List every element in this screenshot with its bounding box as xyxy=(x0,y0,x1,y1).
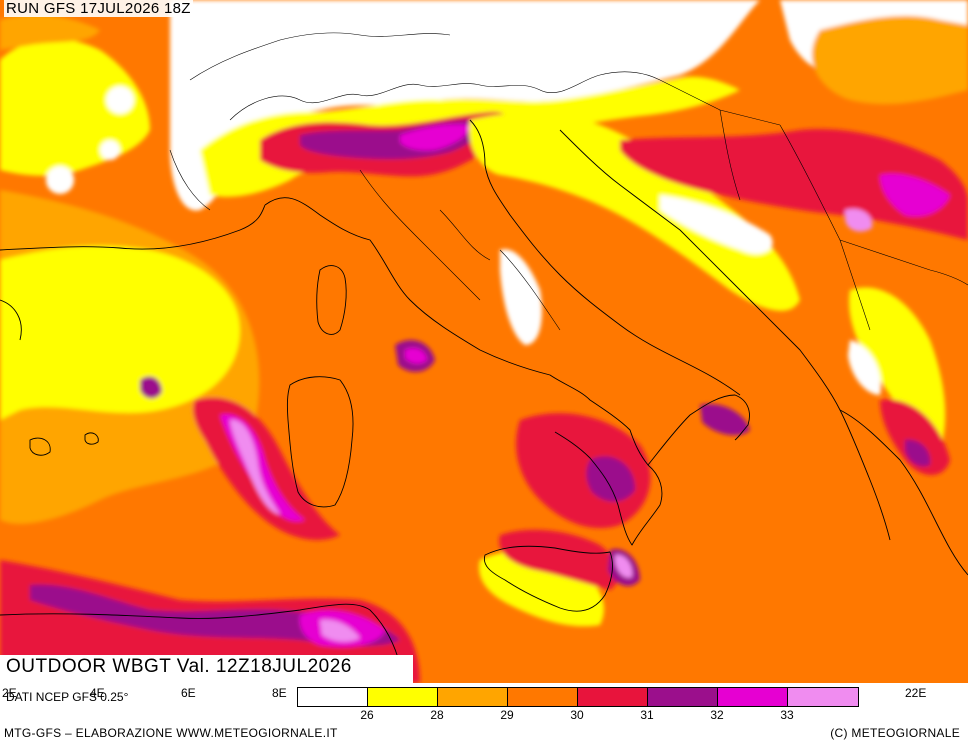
border-west xyxy=(169,149,211,211)
legend-swatch xyxy=(298,688,368,706)
legend-label: 31 xyxy=(640,708,654,722)
legend-swatch xyxy=(508,688,578,706)
legend-swatch xyxy=(788,688,858,706)
legend-swatch xyxy=(438,688,508,706)
wbgt-field-magenta-alps xyxy=(400,124,470,151)
legend-label: 26 xyxy=(360,708,374,722)
border-north xyxy=(189,32,451,81)
coastline-small-island xyxy=(84,432,99,445)
border-balkans-4 xyxy=(839,239,968,286)
run-label: RUN GFS 17JUL2026 18Z xyxy=(4,0,193,17)
wbgt-field-red-balkans xyxy=(620,129,968,240)
legend-swatch xyxy=(368,688,438,706)
coastline-balearic xyxy=(29,437,51,456)
map-title: OUTDOOR WBGT Val. 12Z18JUL2026 xyxy=(6,656,352,677)
legend-label: 29 xyxy=(500,708,514,722)
wbgt-field-yellow-adriatic xyxy=(469,113,800,311)
wbgt-field-purple-tyrrhenian xyxy=(586,456,635,502)
coastlines xyxy=(0,119,968,683)
legend-label: 28 xyxy=(430,708,444,722)
legend-label: 30 xyxy=(570,708,584,722)
coastline-greece xyxy=(839,409,968,576)
border-balkans-3 xyxy=(719,109,741,201)
wbgt-field-yellow-west xyxy=(0,245,240,420)
wbgt-field-red-greece xyxy=(880,399,950,475)
footer-credit: MTG-GFS – ELABORAZIONE WWW.METEOGIORNALE… xyxy=(4,726,338,740)
wbgt-field-pink-africa xyxy=(320,619,360,642)
wbgt-field-red-sicily xyxy=(499,529,619,590)
wbgt-field-white-adriatic xyxy=(660,195,773,255)
wbgt-field-magenta-tyrrhenian-north xyxy=(405,348,427,364)
wbgt-field-pink-sardinia-west xyxy=(230,419,280,515)
border-balkans-2 xyxy=(779,124,871,331)
longitude-label: 4E xyxy=(90,686,105,700)
wbgt-field-orange-nw xyxy=(0,14,100,50)
coastline-italy-east xyxy=(469,119,741,396)
country-borders xyxy=(169,32,968,331)
longitude-label: 22E xyxy=(905,686,927,700)
legend-swatch xyxy=(718,688,788,706)
legend-swatch xyxy=(578,688,648,706)
coastline-italy xyxy=(264,197,750,546)
wbgt-field-white-central-italy xyxy=(500,249,542,345)
footer-copyright: (C) METEOGIORNALE xyxy=(830,726,960,740)
longitude-label: 2E xyxy=(2,686,17,700)
coastline-spain xyxy=(0,299,22,341)
border-italy-regions xyxy=(359,169,561,331)
legend-label: 33 xyxy=(780,708,794,722)
coastline-corsica xyxy=(316,265,347,335)
legend-swatch xyxy=(648,688,718,706)
border-alps xyxy=(229,71,661,121)
wbgt-field-orange-ne xyxy=(811,15,968,105)
coastline-france xyxy=(0,204,266,251)
wbgt-field-purple-puglia xyxy=(700,403,750,436)
longitude-label: 8E xyxy=(272,686,287,700)
wbgt-field-pink-balkans xyxy=(845,208,873,232)
data-source: DATI NCEP GFS 0.25° xyxy=(6,690,129,704)
coastline-sicily xyxy=(483,545,613,612)
legend-label: 32 xyxy=(710,708,724,722)
coastline-sardinia xyxy=(286,376,354,508)
color-legend xyxy=(297,687,859,707)
wbgt-field-purple-greece xyxy=(905,439,931,467)
longitude-label: 6E xyxy=(181,686,196,700)
border-balkans-1 xyxy=(659,79,781,126)
wbgt-field-white-north xyxy=(170,0,760,211)
wbgt-field-white-east xyxy=(848,340,881,395)
wbgt-field-pink-calabria xyxy=(615,554,633,578)
wbgt-field-yellow-east xyxy=(849,287,946,450)
wbgt-field-purple-balearic xyxy=(140,376,162,399)
wbgt-field-white-spot xyxy=(106,86,134,114)
wbgt-field-white-spot xyxy=(100,140,120,160)
title-box xyxy=(0,655,413,683)
coastline-africa xyxy=(0,603,403,683)
wbgt-map xyxy=(0,0,968,683)
wbgt-field-white-spot xyxy=(46,166,74,194)
coastline-balkans xyxy=(559,129,891,541)
wbgt-field-magenta-balkans xyxy=(880,173,950,217)
